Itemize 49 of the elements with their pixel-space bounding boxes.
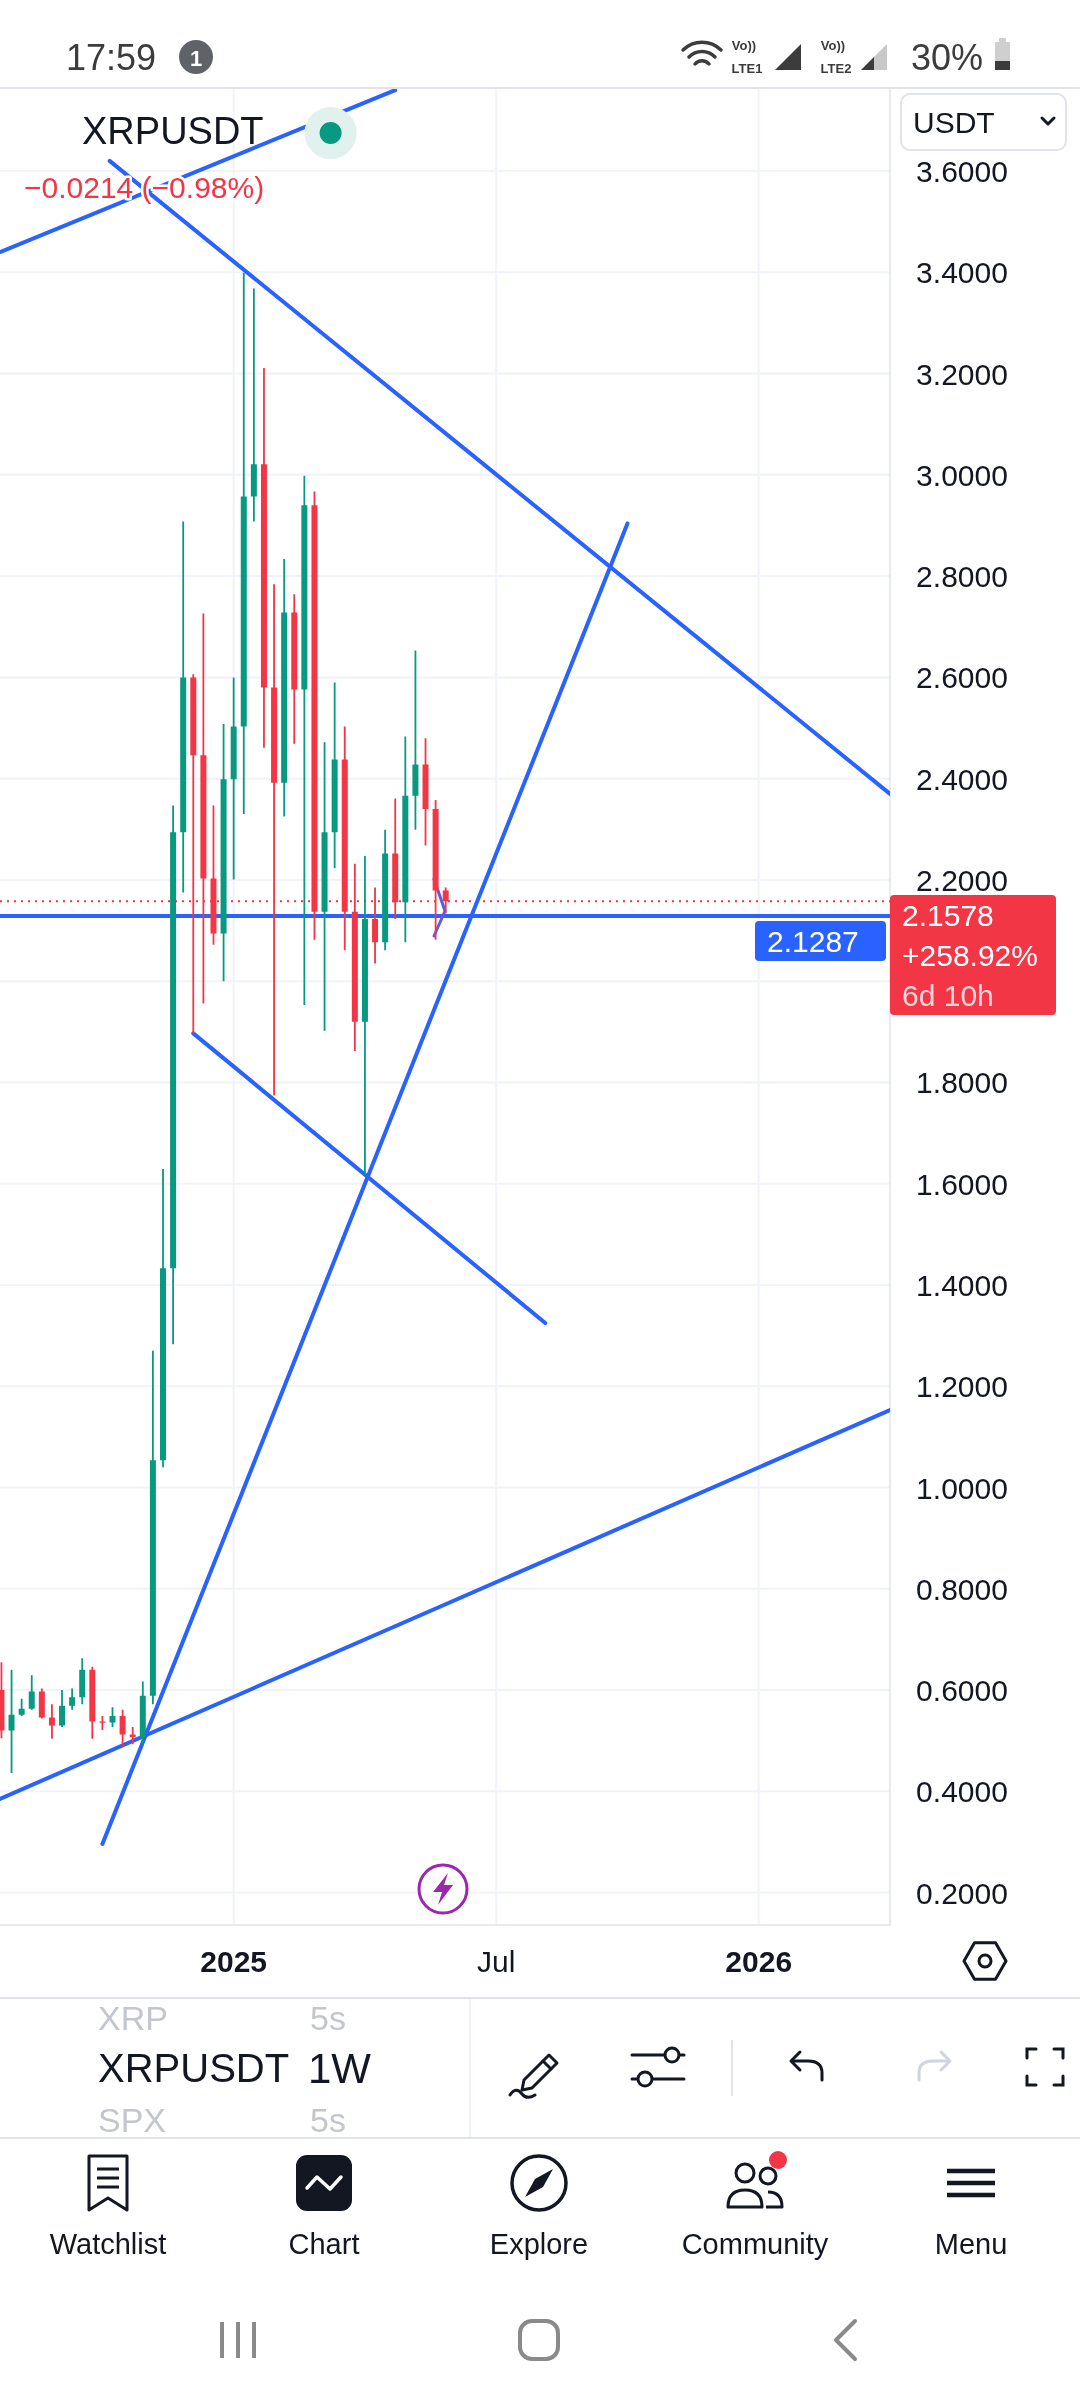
text: Watchlist (49, 2228, 167, 2260)
x-tick-label: 2026 (725, 1944, 793, 1978)
candlestick (271, 584, 278, 1096)
ref-line-label: 2.1578 (902, 898, 994, 932)
text: 17:59 (66, 36, 157, 78)
x-tick-label: Jul (477, 1944, 516, 1978)
ref-line-label: 2.1287 (767, 924, 859, 958)
y-tick-label: 0.8000 (916, 1572, 1008, 1606)
text: 1W (308, 2044, 372, 2092)
y-tick-label: 0.4000 (916, 1774, 1008, 1808)
x-tick-label: 2025 (200, 1944, 268, 1978)
text: XRP (98, 1999, 168, 2037)
y-tick-label: 1.6000 (916, 1167, 1008, 1201)
text: SPX (98, 2101, 167, 2139)
text: XRPUSDT (82, 110, 264, 152)
text: Explore (489, 2228, 589, 2260)
y-tick-label: 1.0000 (916, 1471, 1008, 1505)
candlestick (250, 288, 257, 522)
y-tick-label: 3.4000 (916, 255, 1008, 289)
text: USDT (913, 105, 995, 139)
text: 1 (189, 45, 203, 71)
candlestick (129, 1727, 136, 1745)
text: Community (681, 2228, 829, 2260)
text: 5s (310, 1999, 346, 2037)
text: 5s (310, 2101, 346, 2139)
y-tick-label: 2.6000 (916, 660, 1008, 694)
text: Menu (934, 2228, 1008, 2260)
text: 30% (910, 36, 984, 78)
text: LTE2 (820, 60, 852, 76)
candlestick (48, 1704, 55, 1739)
text: Vo)) (731, 37, 757, 53)
text: +258.92% (902, 938, 1038, 972)
text: LTE1 (731, 60, 763, 76)
text: 6d 10h (902, 978, 994, 1012)
y-tick-label: 3.2000 (916, 357, 1008, 391)
y-tick-label: 2.2000 (916, 863, 1008, 897)
text: XRPUSDT (98, 2046, 290, 2090)
y-tick-label: 1.8000 (916, 1065, 1008, 1099)
y-tick-label: 3.0000 (916, 458, 1008, 492)
candlestick (230, 677, 237, 880)
text: Chart (288, 2228, 360, 2260)
text: Vo)) (820, 37, 846, 53)
y-tick-label: 0.2000 (916, 1876, 1008, 1910)
y-tick-label: 2.4000 (916, 762, 1008, 796)
y-tick-label: 0.6000 (916, 1673, 1008, 1707)
y-tick-label: 1.4000 (916, 1268, 1008, 1302)
y-tick-label: 2.8000 (916, 559, 1008, 593)
y-tick-label: 1.2000 (916, 1369, 1008, 1403)
y-tick-label: 3.6000 (916, 154, 1008, 188)
